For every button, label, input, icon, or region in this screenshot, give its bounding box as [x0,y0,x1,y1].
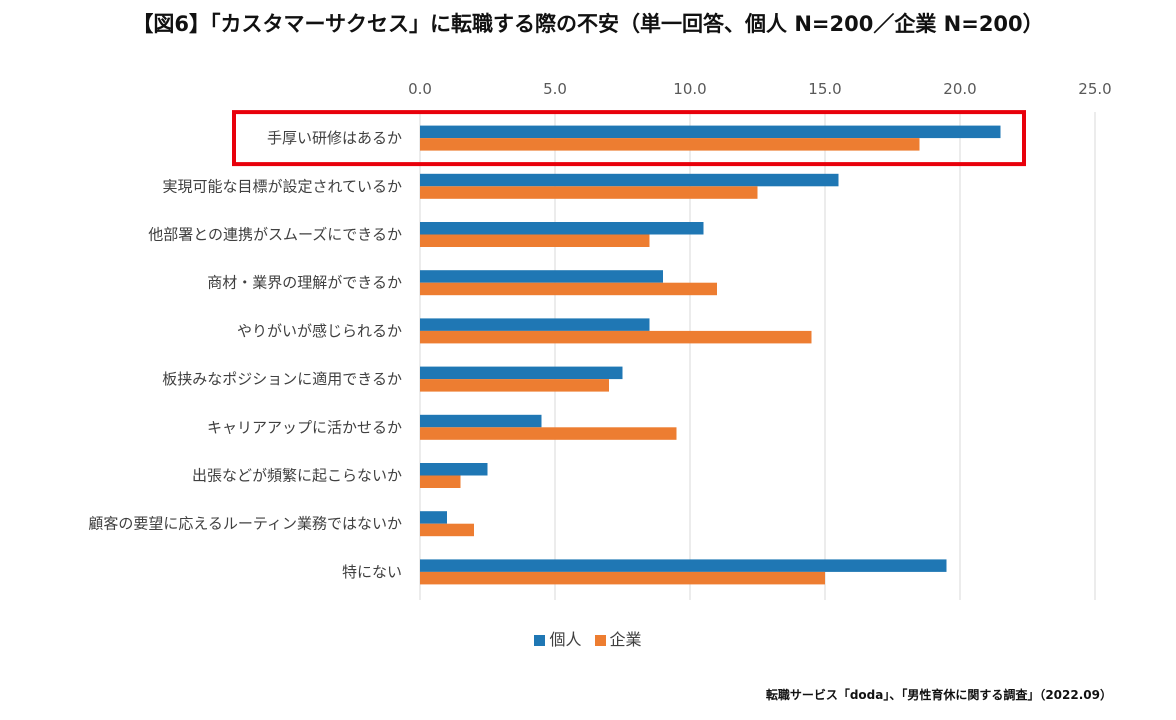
bar-kigyo [420,523,474,537]
bar-kigyo [420,138,920,151]
highlight [232,110,1026,167]
x-tick-label: 5.0 [543,80,567,98]
legend: 個人 企業 [0,626,1176,650]
bar-kigyo [420,475,461,488]
x-tick-label: 20.0 [943,80,976,98]
bar-kojin [420,270,663,283]
bar-kojin [420,511,447,524]
bar-kojin [420,173,839,187]
x-tick-label: 25.0 [1078,80,1111,98]
legend-label-kigyo: 企業 [609,630,642,649]
bar-kojin [420,222,704,235]
category-label: 手厚い研修はあるか [267,129,402,147]
category-label: 商材・業界の理解ができるか [207,274,402,292]
category-label: 特にない [342,563,402,581]
category-labels: 手厚い研修はあるか実現可能な目標が設定されているか他部署との連携がスムーズにでき… [88,129,402,581]
bar-kigyo [420,186,758,199]
x-tick-label: 15.0 [808,80,841,98]
bar-kigyo [420,427,677,440]
x-tick-label: 10.0 [673,80,706,98]
source-note: 転職サービス「doda」、「男性育休に関する調査」（2022.09） [765,688,1112,702]
category-label: 板挟みなポジションに適用できるか [162,370,402,388]
bar-kojin [420,125,1001,139]
bars [420,125,1001,585]
bar-kigyo [420,282,717,296]
bar-kojin [420,414,542,428]
category-label: 他部署との連携がスムーズにできるか [148,226,402,244]
bar-kojin [420,559,947,572]
category-label: 顧客の要望に応えるルーティン業務ではないか [88,515,402,533]
legend-swatch-kigyo [594,635,606,646]
bar-kojin [420,318,650,331]
bar-chart: 0.0 5.0 10.0 15.0 20.0 25.0 手厚い研修はあるか実現可能な目標が… [88,80,1112,600]
x-tick-label: 0.0 [408,80,432,98]
x-axis-ticks: 0.0 5.0 10.0 15.0 20.0 25.0 [408,80,1112,98]
legend-item-kigyo: 企業 [594,626,642,650]
bar-kigyo [420,379,609,392]
category-label: 出張などが頻繁に起こらないか [192,467,402,485]
bar-kojin [420,366,623,380]
bar-kojin [420,463,488,476]
legend-label-kojin: 個人 [549,630,582,649]
highlight-box [232,110,1026,167]
legend-item-kojin: 個人 [534,626,581,650]
chart-title: 【図6】「カスタマーサクセス」に転職する際の不安（単一回答、個人 N=200／企… [132,12,1044,36]
category-label: やりがいが感じられるか [237,322,402,340]
bar-kigyo [420,234,650,247]
bar-kigyo [420,330,812,344]
category-label: 実現可能な目標が設定されているか [162,177,402,195]
legend-swatch-kojin [534,635,546,646]
category-label: キャリアアップに活かせるか [207,418,402,436]
bar-kigyo [420,571,825,585]
